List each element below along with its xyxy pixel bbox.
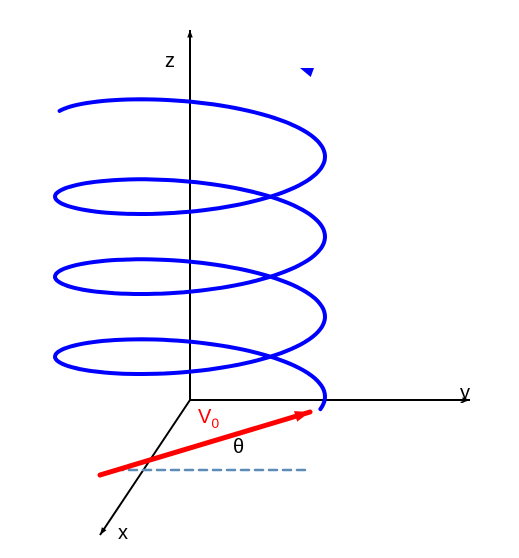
velocity-label: V0 xyxy=(198,406,219,431)
velocity-label-sub: 0 xyxy=(211,415,219,431)
x-axis-label: x xyxy=(118,522,128,545)
velocity-label-main: V xyxy=(198,406,211,428)
helix-diagram: z y x V0 θ xyxy=(0,0,519,553)
theta-label: θ xyxy=(233,436,244,459)
diagram-svg xyxy=(0,0,519,553)
z-axis-label: z xyxy=(165,50,175,73)
y-axis-label: y xyxy=(460,382,470,405)
